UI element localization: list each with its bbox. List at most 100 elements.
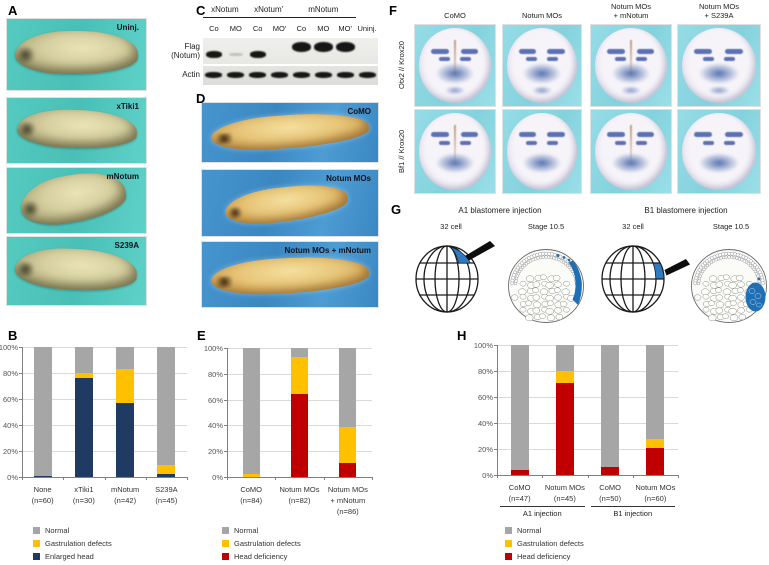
legend-swatch xyxy=(33,553,40,560)
gridline xyxy=(22,451,187,452)
panel-e-letter: E xyxy=(197,328,206,343)
group-underline xyxy=(590,506,675,507)
blot-row-label-notum: (Notum) xyxy=(171,51,200,60)
y-tick xyxy=(19,347,22,348)
blot-group-underline xyxy=(202,17,247,18)
embryo-head-spot xyxy=(212,132,236,145)
f-column-header: Notum MOs xyxy=(495,11,589,20)
blot-actin-strip xyxy=(203,66,378,85)
legend-label: Head deficiency xyxy=(234,552,288,561)
gridline xyxy=(22,425,187,426)
bar-segment xyxy=(339,348,357,427)
legend-swatch xyxy=(505,553,512,560)
group-label: A1 injection xyxy=(522,509,562,518)
legend-label: Enlarged head xyxy=(45,552,94,561)
gridline xyxy=(497,423,678,424)
blot-band-flag xyxy=(335,42,355,52)
legend-label: Normal xyxy=(517,526,542,535)
embryo-photo: Notum MOs xyxy=(202,170,378,236)
lane-label: Co xyxy=(209,24,219,33)
globe-diagram xyxy=(600,240,692,318)
legend-label: Gastrulation defects xyxy=(45,539,112,548)
f-column-header: Notum MOs + S239A xyxy=(670,2,768,20)
gridline xyxy=(497,345,678,346)
legend-label: Normal xyxy=(45,526,70,535)
stain-krox20-stripe xyxy=(694,132,713,138)
bar-segment xyxy=(242,474,260,477)
stain-krox20-stripe xyxy=(439,140,451,145)
bar-segment xyxy=(510,345,529,470)
y-tick xyxy=(19,451,22,452)
x-tick xyxy=(497,475,498,478)
stain-krox20-stripe xyxy=(547,132,565,138)
stain-krox20-stripe xyxy=(615,57,627,62)
legend-label: Head deficiency xyxy=(517,552,571,561)
x-tick xyxy=(372,477,373,480)
f-column-header-line: Notum MOs xyxy=(610,2,651,11)
y-tick xyxy=(224,451,227,453)
y-axis xyxy=(227,348,228,478)
f-column-header-line: + mNotum xyxy=(613,11,649,20)
blot-band-actin xyxy=(314,72,332,78)
panel-h-letter: H xyxy=(457,328,467,343)
x-tick xyxy=(22,477,23,480)
bar-segment xyxy=(555,371,574,383)
stain-krox20-stripe xyxy=(615,140,627,145)
legend-label: Gastrulation defects xyxy=(234,539,301,548)
y-tick-label: 100% xyxy=(0,343,18,352)
panel-d-letter: D xyxy=(196,91,206,106)
y-tick-label: 80% xyxy=(2,369,18,378)
legend-label: Normal xyxy=(234,526,259,535)
embryo-shape xyxy=(14,245,139,293)
blot-band-actin xyxy=(271,72,289,78)
stain-krox20-stripe xyxy=(547,49,565,55)
bar-segment xyxy=(74,347,93,373)
category-label-line: (n=60) xyxy=(644,494,667,503)
x-tick xyxy=(104,477,106,480)
blot-row-label-flag: Flag xyxy=(184,42,200,51)
gridline xyxy=(22,347,187,348)
embryo-photo: mNotum xyxy=(7,165,146,233)
panel-a-letter: A xyxy=(8,3,18,18)
blot-row-label-actin: Actin xyxy=(182,70,200,79)
blot-group-label: xNotum' xyxy=(254,5,284,14)
f-column-header-line: CoMO xyxy=(444,11,466,20)
stain-central-blob xyxy=(523,63,561,85)
lane-label: MO' xyxy=(338,24,352,33)
bar-segment xyxy=(291,357,308,395)
blot-band-flag-faint xyxy=(228,53,243,56)
gridline xyxy=(497,449,678,450)
bar-segment xyxy=(291,348,308,358)
stain-lower-blob xyxy=(620,85,642,95)
stain-midline xyxy=(453,124,457,162)
stain-midline xyxy=(453,39,457,76)
embryo-head-spot xyxy=(19,198,40,219)
y-tick-label: 100% xyxy=(203,344,223,353)
category-label-line: Notum MOs xyxy=(544,483,585,492)
x-tick xyxy=(323,477,325,480)
category-label-line: (n=82) xyxy=(288,496,311,505)
stain-central-blob xyxy=(699,63,739,85)
stain-lower-blob xyxy=(708,85,730,95)
lane-label: Uninj. xyxy=(357,24,377,33)
y-tick-label: 60% xyxy=(2,395,18,404)
y-tick-label: 20% xyxy=(2,447,18,456)
category-label-line: (n=50) xyxy=(599,494,622,503)
bar-segment xyxy=(646,345,665,439)
blot-band-actin xyxy=(336,72,354,78)
y-tick-label: 60% xyxy=(477,393,493,402)
stain-central-blob xyxy=(611,153,651,174)
blot-group-underline xyxy=(246,17,291,18)
category-label-line: (n=84) xyxy=(240,496,263,505)
y-tick-label: 20% xyxy=(207,447,223,457)
category-label: mNotum (n=42) xyxy=(91,484,159,506)
bar-segment xyxy=(157,465,176,475)
y-tick xyxy=(494,423,497,424)
category-label-line: (n=60) xyxy=(31,496,54,505)
f-embryo-tile xyxy=(678,110,760,193)
y-tick xyxy=(224,399,227,401)
y-tick-label: 20% xyxy=(477,445,493,454)
photo-label: xTiki1 xyxy=(116,102,139,111)
category-label-line: + mNotum xyxy=(330,496,366,505)
